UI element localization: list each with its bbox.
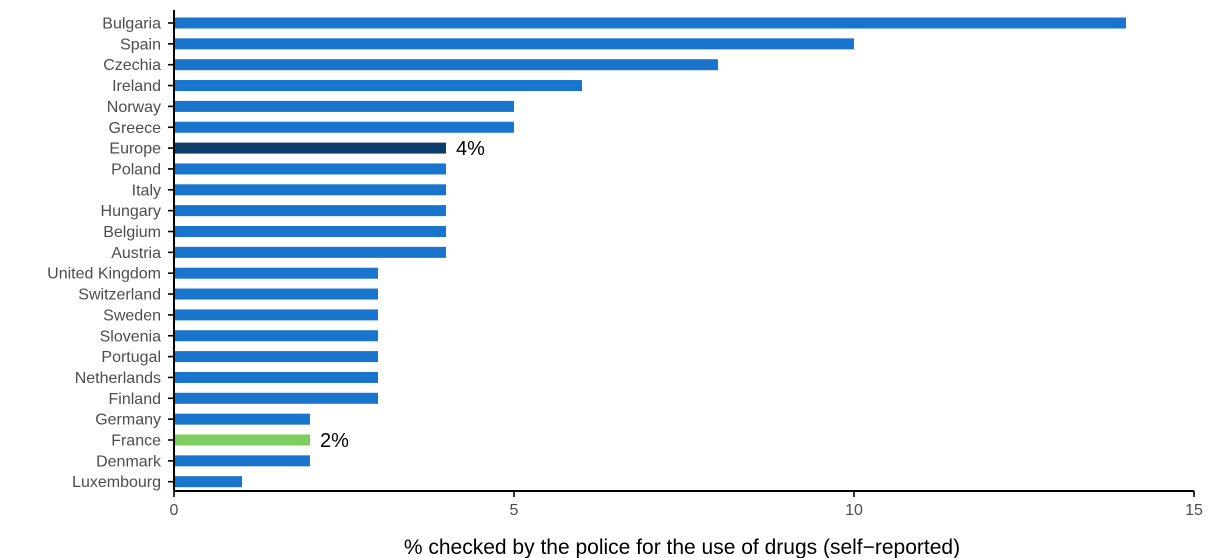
bar-austria: [174, 246, 446, 258]
y-tick-label-belgium: Belgium: [103, 224, 161, 241]
bar-slovenia: [174, 330, 378, 342]
bar-hungary: [174, 205, 446, 217]
data-labels-group: 4% 2%: [320, 138, 485, 452]
y-tick-label-united-kingdom: United Kingdom: [47, 266, 161, 283]
y-tick-label-austria: Austria: [111, 245, 161, 262]
bar-denmark: [174, 455, 310, 467]
y-tick-label-hungary: Hungary: [101, 203, 161, 220]
y-tick-label-portugal: Portugal: [101, 349, 161, 366]
y-tick-label-norway: Norway: [107, 99, 161, 116]
y-axis-labels: Bulgaria Spain Czechia Ireland Norway Greece E…: [47, 16, 162, 492]
bar-portugal: [174, 351, 378, 363]
y-tick-label-spain: Spain: [120, 36, 161, 53]
bar-france: [174, 434, 310, 446]
y-tick-label-italy: Italy: [132, 182, 161, 199]
y-tick-label-netherlands: Netherlands: [75, 370, 161, 387]
data-label-france: 2%: [320, 430, 349, 452]
bar-italy: [174, 184, 446, 196]
y-tick-label-czechia: Czechia: [103, 57, 161, 74]
y-tick-label-france: France: [111, 433, 161, 450]
y-tick-label-ireland: Ireland: [112, 78, 161, 95]
y-tick-label-denmark: Denmark: [96, 453, 162, 470]
bars-group: [174, 17, 1126, 488]
y-tick-label-slovenia: Slovenia: [100, 328, 161, 345]
bar-united-kingdom: [174, 267, 378, 279]
bar-luxembourg: [174, 476, 242, 488]
y-tick-label-germany: Germany: [95, 412, 161, 429]
bar-ireland: [174, 80, 582, 92]
y-tick-label-finland: Finland: [109, 391, 161, 408]
y-tick-label-greece: Greece: [109, 120, 162, 137]
y-axis-ticks: [168, 10, 175, 491]
y-tick-label-luxembourg: Luxembourg: [72, 474, 161, 491]
x-axis-title: % checked by the police for the use of d…: [404, 536, 960, 558]
bar-netherlands: [174, 371, 378, 383]
bar-spain: [174, 38, 854, 50]
y-tick-label-switzerland: Switzerland: [78, 287, 161, 304]
bar-belgium: [174, 226, 446, 237]
bar-germany: [174, 413, 310, 425]
y-tick-label-bulgaria: Bulgaria: [102, 16, 161, 33]
x-tick-label-5: 5: [510, 502, 519, 519]
y-tick-label-europe: Europe: [109, 141, 161, 158]
bar-switzerland: [174, 288, 378, 300]
x-tick-label-0: 0: [170, 502, 179, 519]
bar-greece: [174, 121, 514, 133]
x-tick-label-10: 10: [845, 502, 863, 519]
bar-sweden: [174, 309, 378, 321]
bar-norway: [174, 100, 514, 112]
bar-finland: [174, 392, 378, 404]
y-tick-label-sweden: Sweden: [103, 307, 161, 324]
bar-poland: [174, 163, 446, 175]
y-tick-label-poland: Poland: [111, 161, 161, 178]
x-axis: 0 5 10 15: [170, 490, 1203, 519]
bar-czechia: [174, 59, 718, 71]
bar-bulgaria: [174, 17, 1126, 29]
data-label-europe: 4%: [456, 138, 485, 160]
x-tick-label-15: 15: [1185, 502, 1203, 519]
bar-europe: [174, 142, 446, 154]
